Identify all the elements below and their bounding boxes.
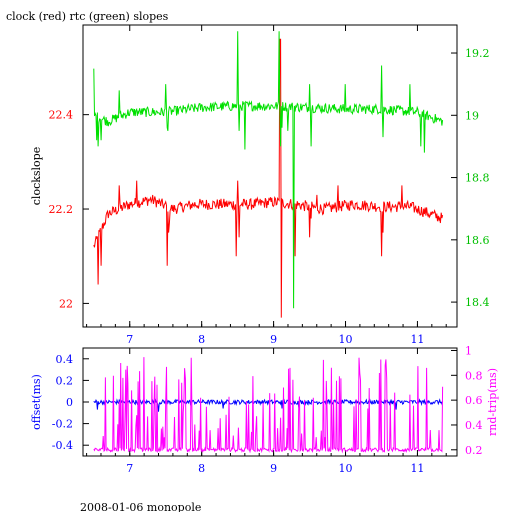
top-y-left-tick-label: 22.2: [49, 203, 74, 216]
bottom-x-tick-label: 8: [198, 462, 205, 475]
top-y-right-tick-label: 18.6: [465, 234, 490, 247]
bottom-y-left-tick-label: 0.2: [56, 374, 74, 387]
top-y-left-tick-label: 22: [59, 297, 73, 310]
top-x-tick-label: 11: [410, 333, 424, 346]
bottom-y-left-tick-label: -0.4: [52, 439, 73, 452]
bottom-y-left-tick-label: -0.2: [52, 418, 73, 431]
top-x-tick-label: 8: [198, 333, 205, 346]
bottom-x-tick-label: 7: [126, 462, 133, 475]
top-series-left: [93, 38, 444, 318]
top-plot-frame: [82, 24, 458, 328]
top-series-right: [93, 31, 444, 309]
bottom-y-left-tick-label: 0.4: [56, 353, 74, 366]
bottom-left-axis-label: offset(ms): [30, 374, 43, 430]
top-y-left-tick-label: 22.4: [49, 109, 74, 122]
top-series: [93, 31, 444, 318]
bottom-y-right-tick-label: 0.6: [465, 394, 483, 407]
bottom-chart: offset(ms) rnd-trip(ms) 7 8 9 10 11-0.4-0.20…: [30, 344, 499, 475]
bottom-axis-ticks: 7 8 9 10 11 -0.4 -0.2 0 0.2 0.4 0.2 0.4 0.6 0.8 1: [52, 344, 483, 475]
top-x-tick-label: 9: [270, 333, 277, 346]
bottom-y-right-tick-label: 0.4: [465, 419, 483, 432]
bottom-x-tick-label: 10: [339, 462, 353, 475]
top-x-tick-label: 7: [126, 333, 133, 346]
bottom-y-right-tick-label: 0.8: [465, 369, 483, 382]
footer-caption: 2008-01-06 monopole: [80, 501, 201, 512]
top-chart: clockslope 7 8 9 10 11 22 22.2 22.4 18.4 18.6 18.8…: [30, 24, 490, 346]
bottom-y-right-tick-label: 1: [465, 344, 472, 357]
top-y-axis-label: clockslope: [30, 147, 43, 205]
top-y-right-tick-label: 19: [465, 109, 479, 122]
bottom-series-right: [93, 357, 444, 454]
bottom-y-right-tick-label: 0.2: [465, 444, 483, 457]
top-y-right-tick-label: 19.2: [465, 47, 490, 60]
top-axis-ticks: 7 8 9 10 11 22 22.2 22.4 18.4 18.6 18.8 19 19.2: [49, 25, 490, 346]
top-x-tick-label: 10: [339, 333, 353, 346]
chart-title: clock (red) rtc (green) slopes: [6, 10, 169, 23]
top-y-right-tick-label: 18.8: [465, 172, 490, 185]
bottom-x-tick-label: 9: [270, 462, 277, 475]
top-y-right-tick-label: 18.4: [465, 296, 490, 309]
bottom-y-left-tick-label: 0: [66, 396, 73, 409]
bottom-right-axis-label: rnd-trip(ms): [486, 368, 499, 436]
bottom-series: [93, 357, 444, 454]
bottom-x-tick-label: 11: [410, 462, 424, 475]
